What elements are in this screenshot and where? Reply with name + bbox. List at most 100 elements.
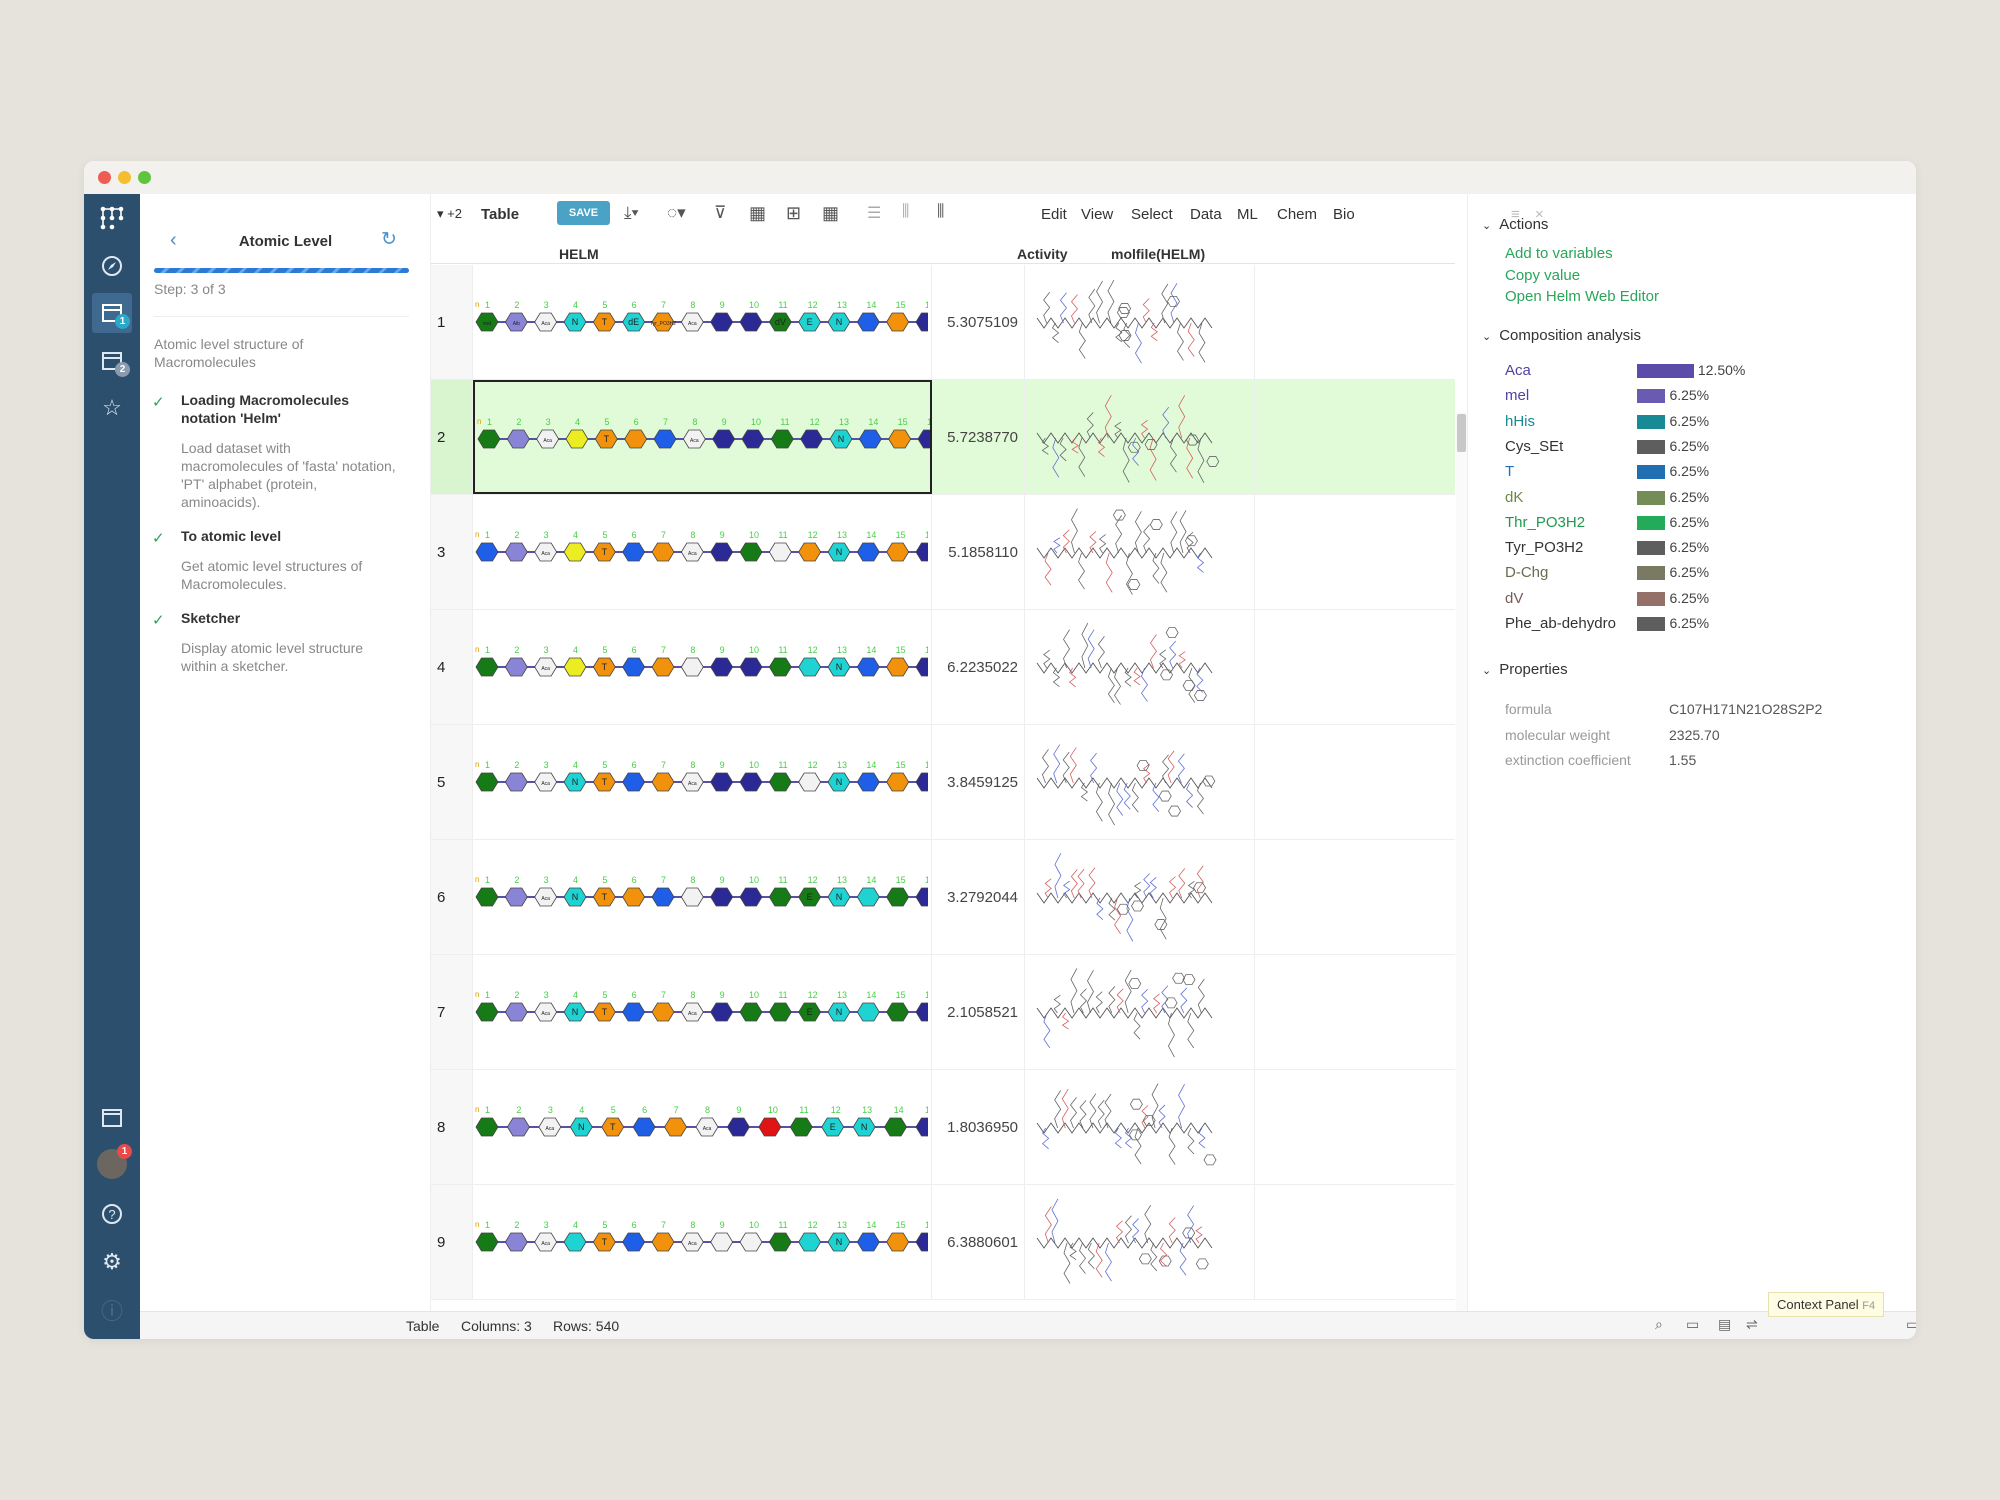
restart-icon[interactable]: ↻ xyxy=(381,229,397,250)
row-header[interactable]: 7 xyxy=(431,955,473,1069)
composition-item[interactable]: mel 6.25% xyxy=(1505,387,1805,407)
activity-cell[interactable]: 3.8459125 xyxy=(932,725,1025,839)
composition-item[interactable]: Thr_PO3H2 6.25% xyxy=(1505,514,1805,534)
composition-item[interactable]: dK 6.25% xyxy=(1505,489,1805,509)
column-header-helm[interactable]: HELM xyxy=(559,246,599,262)
activity-cell[interactable]: 5.3075109 xyxy=(932,265,1025,379)
add-row-icon[interactable]: ☰ xyxy=(867,205,882,222)
column-header-molfile[interactable]: molfile(HELM) xyxy=(1111,246,1206,262)
activity-cell[interactable]: 5.7238770 xyxy=(932,380,1025,494)
menu-select[interactable]: Select xyxy=(1131,206,1173,223)
composition-item[interactable]: Cys_SEt 6.25% xyxy=(1505,438,1805,458)
composition-item[interactable]: hHis 6.25% xyxy=(1505,413,1805,433)
grid-layout-3-icon[interactable]: ▦ xyxy=(822,203,840,223)
help-icon[interactable]: ? xyxy=(92,1194,132,1234)
helm-cell[interactable]: n123Aca4N5T678Aca9101112E13N141516 xyxy=(473,955,939,1069)
column-header-activity[interactable]: Activity xyxy=(1017,246,1068,262)
menu-view[interactable]: View xyxy=(1081,206,1114,223)
datagrok-logo-icon[interactable] xyxy=(92,198,132,238)
copy-value-link[interactable]: Copy value xyxy=(1505,267,1581,284)
molfile-cell[interactable] xyxy=(1025,1185,1255,1299)
row-header[interactable]: 4 xyxy=(431,610,473,724)
minimize-window-button[interactable] xyxy=(118,171,131,184)
hamburger-menu-icon[interactable]: ≡ xyxy=(1511,206,1520,223)
table-row[interactable]: 6n123Aca4N5T6789101112E13N1415163.279204… xyxy=(431,840,1455,955)
menu-edit[interactable]: Edit xyxy=(1041,206,1067,223)
activity-cell[interactable]: 5.1858110 xyxy=(932,495,1025,609)
table-icon[interactable]: ▤ xyxy=(1718,1316,1732,1332)
helm-cell[interactable]: n123Aca4N5T678Aca910111213N141516 xyxy=(473,725,939,839)
molfile-cell[interactable] xyxy=(1025,840,1255,954)
remove-columns-icon[interactable]: ⫼ xyxy=(902,203,910,220)
molfile-cell[interactable] xyxy=(1025,610,1255,724)
row-header[interactable]: 5 xyxy=(431,725,473,839)
molfile-cell[interactable] xyxy=(1025,955,1255,1069)
molfile-cell[interactable] xyxy=(1025,1070,1255,1184)
search-icon[interactable]: ⌕ xyxy=(1655,1316,1663,1332)
actions-section-header[interactable]: ⌄ Actions xyxy=(1482,216,1548,233)
activity-cell[interactable]: 1.8036950 xyxy=(932,1070,1025,1184)
activity-cell[interactable]: 6.3880601 xyxy=(932,1185,1025,1299)
views-dropdown[interactable]: ▾ +2 xyxy=(437,206,462,222)
composition-item[interactable]: Aca 12.50% xyxy=(1505,362,1805,382)
composition-section-header[interactable]: ⌄ Composition analysis xyxy=(1482,327,1641,344)
step-title[interactable]: To atomic level xyxy=(181,528,282,544)
table-row[interactable]: 8n123Aca4N5T678Aca9101112E13N14151.80369… xyxy=(431,1070,1455,1185)
table-row[interactable]: 7n123Aca4N5T678Aca9101112E13N1415162.105… xyxy=(431,955,1455,1070)
row-header[interactable]: 9 xyxy=(431,1185,473,1299)
grid-layout-2-icon[interactable]: ⊞ xyxy=(786,203,802,223)
close-window-button[interactable] xyxy=(98,171,111,184)
composition-item[interactable]: Phe_ab-dehydro 6.25% xyxy=(1505,615,1805,635)
filter-icon[interactable]: ⊽ xyxy=(714,203,727,222)
settings-gear-icon[interactable]: ⚙ xyxy=(102,1249,122,1274)
molfile-cell[interactable] xyxy=(1025,495,1255,609)
menu-chem[interactable]: Chem xyxy=(1277,206,1318,223)
compass-icon[interactable] xyxy=(92,246,132,286)
context-panel-icon[interactable]: ⇌ xyxy=(1746,1316,1758,1332)
molfile-cell[interactable] xyxy=(1025,265,1255,379)
activity-cell[interactable]: 2.1058521 xyxy=(932,955,1025,1069)
info-icon[interactable]: ⓘ xyxy=(100,1299,123,1324)
step-title[interactable]: Loading Macromolecules notation 'Helm' xyxy=(181,392,350,426)
row-header[interactable]: 3 xyxy=(431,495,473,609)
menu-ml[interactable]: ML xyxy=(1237,206,1258,223)
add-column-icon[interactable]: ⫼ xyxy=(937,203,945,220)
menu-data[interactable]: Data xyxy=(1190,206,1222,223)
table-row[interactable]: 2n123Aca45T678Aca910111213N1415165.72387… xyxy=(431,380,1455,495)
row-header[interactable]: 1 xyxy=(431,265,473,379)
table-row[interactable]: 5n123Aca4N5T678Aca910111213N1415163.8459… xyxy=(431,725,1455,840)
table-row[interactable]: 3n123Aca45T678Aca910111213N1415165.18581… xyxy=(431,495,1455,610)
vertical-scrollbar[interactable] xyxy=(1456,412,1467,1311)
user-avatar[interactable]: 1 xyxy=(92,1144,132,1184)
download-icon[interactable]: ⤓▾ xyxy=(624,203,639,222)
maximize-window-button[interactable] xyxy=(138,171,151,184)
refresh-layout-icon[interactable]: ◌▾ xyxy=(667,203,686,222)
scrollbar-thumb[interactable] xyxy=(1457,414,1466,452)
tables-icon[interactable]: 1 xyxy=(92,293,132,333)
recent-projects-icon[interactable]: 2 xyxy=(92,341,132,381)
save-button[interactable]: SAVE xyxy=(557,201,610,225)
layout-icon[interactable]: ▭ xyxy=(1686,1316,1700,1332)
composition-item[interactable]: T 6.25% xyxy=(1505,463,1805,483)
molfile-cell[interactable] xyxy=(1025,380,1255,494)
composition-item[interactable]: Tyr_PO3H2 6.25% xyxy=(1505,539,1805,559)
activity-cell[interactable]: 6.2235022 xyxy=(932,610,1025,724)
menu-bio[interactable]: Bio xyxy=(1333,206,1355,223)
row-header[interactable]: 2 xyxy=(431,380,473,494)
table-row[interactable]: 9n123Aca45T678Aca910111213N1415166.38806… xyxy=(431,1185,1455,1300)
properties-section-header[interactable]: ⌄ Properties xyxy=(1482,661,1568,678)
close-view-icon[interactable]: × xyxy=(1535,206,1544,223)
table-row[interactable]: 1 n 1 meI 2 Aib 3 Aca 4 N 5 T 6 dE 7 Tyr_PO3H2 8 Aca 9 10 11… xyxy=(431,265,1455,380)
molfile-cell[interactable] xyxy=(1025,725,1255,839)
helm-cell[interactable]: n123Aca4N5T6789101112E13N141516 xyxy=(473,840,939,954)
back-chevron-icon[interactable]: ‹ xyxy=(170,229,177,251)
row-header[interactable]: 6 xyxy=(431,840,473,954)
windows-icon[interactable] xyxy=(92,1098,132,1138)
composition-item[interactable]: D-Chg 6.25% xyxy=(1505,564,1805,584)
open-helm-web-editor-link[interactable]: Open Helm Web Editor xyxy=(1505,288,1659,305)
